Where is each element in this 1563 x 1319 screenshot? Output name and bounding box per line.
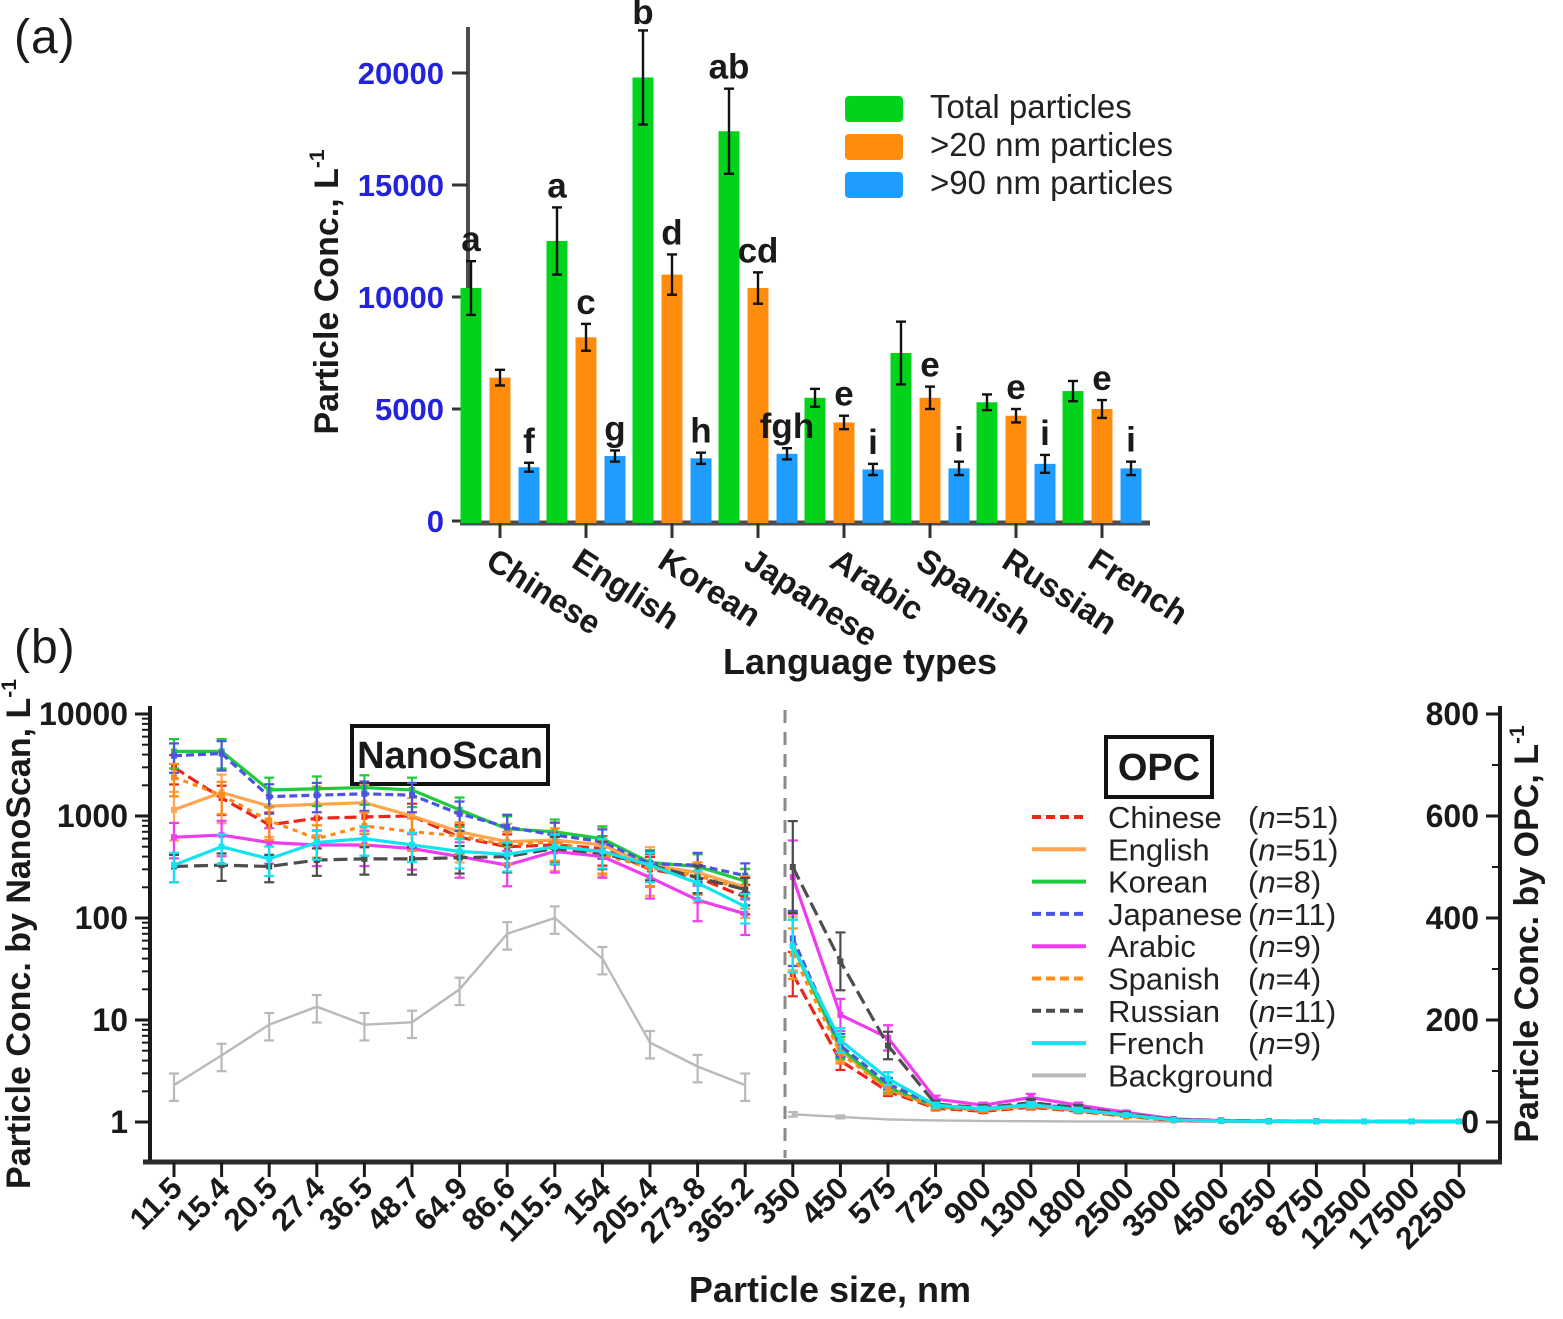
svg-text:5000: 5000 <box>375 392 444 427</box>
panel-a-series-3: f g h fgh i i i i <box>518 407 1142 523</box>
svg-text:Background: Background <box>1108 1058 1273 1093</box>
svg-text:15000: 15000 <box>358 168 444 203</box>
svg-text:(n=51): (n=51) <box>1248 832 1339 867</box>
svg-text:0: 0 <box>427 504 444 539</box>
svg-text:(n=51): (n=51) <box>1248 800 1339 835</box>
svg-text:Spanish: Spanish <box>1108 962 1220 997</box>
svg-text:a: a <box>461 220 481 259</box>
svg-text:f: f <box>523 422 535 461</box>
svg-text:d: d <box>661 213 682 252</box>
svg-text:400: 400 <box>1426 900 1479 936</box>
svg-text:(n=9): (n=9) <box>1248 929 1321 964</box>
svg-text:Japanese: Japanese <box>1108 897 1242 932</box>
svg-text:>90 nm particles: >90 nm particles <box>930 164 1173 201</box>
svg-text:10: 10 <box>92 1002 128 1038</box>
panel-b-label: (b) <box>14 621 76 674</box>
svg-text:10000: 10000 <box>358 280 444 315</box>
svg-text:h: h <box>690 412 711 451</box>
svg-text:Particle size, nm: Particle size, nm <box>689 1269 971 1310</box>
svg-text:OPC: OPC <box>1118 747 1200 789</box>
panel-a-legend: Total particles>20 nm particles>90 nm pa… <box>845 88 1173 201</box>
panel-b-x-axis: 11.515.420.527.436.548.764.986.6115.5154… <box>123 1162 1474 1310</box>
svg-text:i: i <box>1040 414 1050 453</box>
panel-b-series-french <box>169 825 1463 1125</box>
svg-text:Particle Conc., L-1: Particle Conc., L-1 <box>306 149 346 434</box>
svg-text:i: i <box>868 423 878 462</box>
svg-text:French: French <box>1108 1026 1204 1061</box>
svg-text:>20 nm particles: >20 nm particles <box>930 126 1173 163</box>
panel-a-x-axis: ChineseEnglishKoreanJapaneseArabicSpanis… <box>480 523 1195 682</box>
svg-text:e: e <box>834 375 853 414</box>
svg-text:Korean: Korean <box>1108 865 1208 900</box>
svg-text:(n=4): (n=4) <box>1248 962 1321 997</box>
svg-text:800: 800 <box>1426 696 1479 732</box>
svg-text:cd: cd <box>738 231 779 270</box>
svg-text:g: g <box>604 409 625 448</box>
svg-text:20000: 20000 <box>358 56 444 91</box>
svg-text:(n=11): (n=11) <box>1248 994 1336 1029</box>
svg-text:i: i <box>954 421 964 460</box>
panel-b-section-labels: NanoScan OPC <box>350 724 1214 799</box>
svg-text:Particle Conc. by OPC, L-1: Particle Conc. by OPC, L-1 <box>1506 725 1546 1143</box>
svg-text:(n=11): (n=11) <box>1248 897 1336 932</box>
svg-text:Arabic: Arabic <box>1108 929 1196 964</box>
svg-text:e: e <box>1092 359 1111 398</box>
panel-a-y-axis: 0 5000 10000 15000 20000 Particle Conc., L-1 <box>306 56 468 539</box>
svg-text:fgh: fgh <box>760 407 814 446</box>
svg-text:Language types: Language types <box>723 641 997 682</box>
svg-text:e: e <box>920 346 939 385</box>
svg-text:Particle Conc. by NanoScan, L-: Particle Conc. by NanoScan, L-1 <box>0 679 38 1189</box>
svg-text:(n=8): (n=8) <box>1248 865 1321 900</box>
svg-text:e: e <box>1006 368 1025 407</box>
svg-text:(n=9): (n=9) <box>1248 1026 1321 1061</box>
svg-text:1: 1 <box>110 1104 128 1140</box>
svg-text:Chinese: Chinese <box>1108 800 1222 835</box>
svg-text:0: 0 <box>1461 1104 1479 1140</box>
panel-a-label: (a) <box>14 11 76 64</box>
svg-text:Total particles: Total particles <box>930 88 1132 125</box>
svg-text:i: i <box>1126 421 1136 460</box>
svg-text:a: a <box>547 166 567 205</box>
svg-text:NanoScan: NanoScan <box>357 735 543 777</box>
svg-text:Russian: Russian <box>1108 994 1220 1029</box>
svg-text:c: c <box>576 283 595 322</box>
svg-text:b: b <box>632 0 653 32</box>
panel-b-right-axis: 0 200 400 600 800 Particle Conc. by OPC, L-1 <box>1426 696 1546 1143</box>
svg-text:600: 600 <box>1426 798 1479 834</box>
svg-text:100: 100 <box>75 900 128 936</box>
panel-a-bar-chart: 0 5000 10000 15000 20000 Particle Conc., L-1 C… <box>306 0 1195 682</box>
svg-text:200: 200 <box>1426 1002 1479 1038</box>
svg-text:ab: ab <box>709 48 750 87</box>
svg-text:1000: 1000 <box>57 798 128 834</box>
panel-b-legend: Chinese (n=51) English (n=51) Korean (n=8)Jap… <box>1032 800 1339 1093</box>
svg-text:10000: 10000 <box>39 696 128 732</box>
svg-text:English: English <box>1108 832 1210 867</box>
